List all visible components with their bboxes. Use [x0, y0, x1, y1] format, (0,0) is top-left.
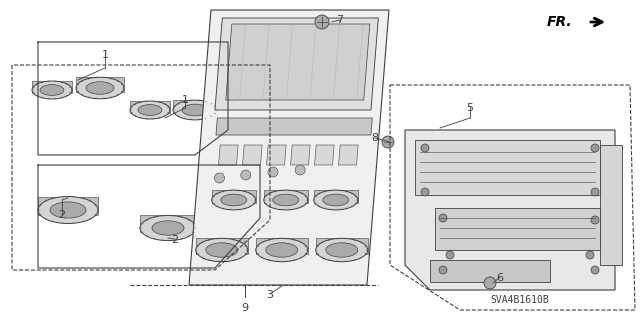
Circle shape [439, 214, 447, 222]
Circle shape [421, 188, 429, 196]
Text: FR.: FR. [547, 15, 572, 29]
Ellipse shape [86, 82, 114, 94]
Text: 1: 1 [102, 50, 109, 60]
Text: 2: 2 [58, 210, 65, 220]
Bar [38, 197, 98, 214]
Circle shape [591, 188, 599, 196]
Bar [130, 101, 170, 113]
Ellipse shape [182, 104, 208, 116]
Bar [430, 260, 550, 282]
Ellipse shape [212, 190, 256, 210]
Text: 1: 1 [182, 95, 189, 105]
Text: SVA4B1610B: SVA4B1610B [491, 295, 549, 305]
Polygon shape [219, 145, 238, 165]
Polygon shape [291, 145, 310, 165]
Ellipse shape [264, 190, 308, 210]
Ellipse shape [50, 202, 86, 218]
Polygon shape [315, 145, 334, 165]
Ellipse shape [196, 238, 248, 262]
Ellipse shape [152, 221, 184, 235]
Ellipse shape [316, 238, 368, 262]
Circle shape [295, 165, 305, 175]
Text: 2: 2 [172, 235, 179, 245]
Ellipse shape [76, 77, 124, 99]
Polygon shape [215, 18, 378, 110]
Circle shape [591, 266, 599, 274]
Bar [314, 190, 358, 203]
Ellipse shape [40, 85, 64, 95]
Ellipse shape [314, 190, 358, 210]
Ellipse shape [256, 238, 308, 262]
Circle shape [214, 173, 225, 183]
Bar [212, 190, 256, 203]
Circle shape [268, 167, 278, 177]
Bar [600, 145, 622, 265]
Circle shape [484, 277, 496, 289]
Ellipse shape [221, 194, 247, 206]
Circle shape [421, 144, 429, 152]
Text: 7: 7 [337, 15, 344, 25]
Ellipse shape [323, 194, 349, 206]
Circle shape [315, 15, 329, 29]
Circle shape [382, 136, 394, 148]
Polygon shape [339, 145, 358, 165]
Ellipse shape [32, 81, 72, 99]
Circle shape [439, 266, 447, 274]
Ellipse shape [140, 215, 196, 241]
Polygon shape [189, 10, 389, 285]
Bar [196, 238, 248, 254]
Ellipse shape [266, 243, 298, 257]
Polygon shape [435, 208, 600, 250]
Bar [32, 81, 72, 93]
Polygon shape [267, 145, 286, 165]
Circle shape [446, 251, 454, 259]
Polygon shape [405, 130, 615, 290]
Circle shape [586, 251, 594, 259]
Circle shape [591, 144, 599, 152]
Ellipse shape [173, 100, 217, 120]
Text: 9: 9 [241, 303, 248, 313]
Polygon shape [415, 140, 600, 195]
Text: 5: 5 [467, 103, 474, 113]
Bar [264, 190, 308, 203]
Bar [140, 215, 196, 232]
Bar [316, 238, 368, 254]
Ellipse shape [273, 194, 299, 206]
Ellipse shape [206, 243, 238, 257]
Ellipse shape [130, 101, 170, 119]
Bar [256, 238, 308, 254]
Polygon shape [243, 145, 262, 165]
Circle shape [241, 170, 251, 180]
Polygon shape [216, 118, 372, 135]
Ellipse shape [326, 243, 358, 257]
Ellipse shape [38, 197, 98, 224]
Text: 6: 6 [497, 273, 504, 283]
Bar [76, 77, 124, 92]
Text: 8: 8 [371, 133, 379, 143]
Circle shape [591, 216, 599, 224]
Ellipse shape [138, 105, 162, 115]
Text: 3: 3 [266, 290, 273, 300]
Bar [173, 100, 217, 113]
Polygon shape [226, 24, 370, 100]
